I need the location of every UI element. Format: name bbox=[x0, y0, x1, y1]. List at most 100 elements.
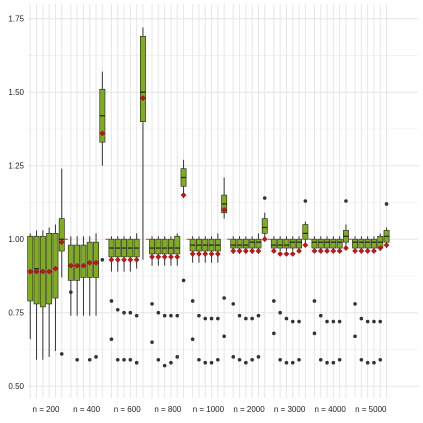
box bbox=[336, 238, 343, 249]
mean-marker bbox=[277, 251, 284, 257]
mean-marker bbox=[196, 251, 202, 257]
outlier-point bbox=[197, 313, 201, 318]
box-group bbox=[189, 177, 228, 365]
outlier-point bbox=[122, 310, 126, 315]
mean-marker bbox=[249, 248, 256, 254]
mean-marker bbox=[270, 248, 277, 254]
y-tick-label: 1.50 bbox=[8, 88, 24, 97]
outlier-point bbox=[290, 319, 295, 324]
box bbox=[161, 238, 168, 255]
outlier-point bbox=[181, 278, 186, 283]
outlier-point bbox=[312, 299, 317, 303]
outlier-point bbox=[359, 357, 364, 362]
mean-marker bbox=[46, 268, 53, 275]
outlier-point bbox=[237, 357, 242, 362]
outlier-point bbox=[353, 334, 357, 339]
mean-marker bbox=[352, 248, 358, 254]
box-group bbox=[149, 159, 187, 368]
outlier-point bbox=[244, 360, 248, 365]
outlier-point bbox=[128, 357, 133, 362]
box bbox=[86, 241, 93, 278]
y-tick-label: 1.75 bbox=[8, 15, 24, 24]
box bbox=[289, 238, 296, 249]
outlier-point bbox=[297, 319, 301, 324]
box bbox=[317, 238, 324, 249]
outlier-point bbox=[231, 302, 236, 306]
outlier-point bbox=[290, 360, 295, 365]
outlier-point bbox=[115, 307, 120, 312]
outlier-point bbox=[284, 316, 289, 321]
outlier-point bbox=[325, 360, 329, 365]
outlier-point bbox=[59, 352, 64, 356]
outlier-point bbox=[203, 316, 208, 321]
outlier-point bbox=[231, 355, 236, 359]
y-axis-tick-labels: 0.50 0.75 1.00 1.25 1.50 1.75 bbox=[8, 15, 24, 392]
box-group bbox=[311, 199, 349, 365]
box bbox=[67, 244, 74, 281]
outlier-point bbox=[109, 299, 114, 303]
outlier-point bbox=[150, 302, 154, 306]
mean-marker bbox=[149, 253, 155, 260]
outlier-point bbox=[209, 316, 214, 321]
box-group bbox=[108, 27, 146, 365]
mean-marker bbox=[336, 248, 343, 254]
mean-marker bbox=[214, 251, 221, 257]
box bbox=[46, 232, 53, 305]
outlier-point bbox=[175, 355, 180, 359]
outlier-point bbox=[318, 357, 323, 362]
x-tick-label: n = 200 bbox=[33, 405, 60, 414]
x-axis-tick-labels: n = 200 n = 400 n = 600 n = 800 n = 1000 n = … bbox=[33, 405, 387, 414]
mean-marker bbox=[189, 251, 196, 257]
outlier-point bbox=[222, 296, 226, 300]
box bbox=[27, 235, 34, 302]
outlier-point bbox=[197, 357, 201, 362]
outlier-point bbox=[312, 331, 317, 336]
box bbox=[255, 238, 262, 249]
box bbox=[74, 244, 81, 281]
outlier-point bbox=[365, 360, 370, 365]
box bbox=[371, 238, 377, 249]
outlier-point bbox=[122, 357, 126, 362]
box-group bbox=[352, 202, 390, 365]
box bbox=[140, 35, 146, 122]
mean-marker bbox=[283, 251, 290, 257]
mean-marker bbox=[114, 256, 121, 263]
mean-marker bbox=[202, 251, 209, 257]
mean-marker bbox=[364, 248, 371, 254]
outlier-point bbox=[162, 313, 167, 318]
mean-marker bbox=[67, 262, 74, 269]
mean-marker bbox=[377, 245, 384, 251]
outlier-point bbox=[337, 319, 342, 324]
mean-marker bbox=[133, 256, 140, 263]
mean-marker bbox=[99, 130, 106, 137]
x-tick-label: n = 2000 bbox=[233, 405, 265, 414]
mean-marker bbox=[52, 265, 59, 272]
outlier-point bbox=[278, 310, 282, 315]
outlier-point bbox=[94, 355, 98, 359]
mean-marker bbox=[383, 242, 390, 248]
outlier-point bbox=[150, 340, 154, 344]
box bbox=[93, 241, 99, 278]
mean-marker bbox=[311, 248, 318, 254]
outlier-point bbox=[365, 319, 370, 324]
mean-marker bbox=[208, 251, 215, 257]
box bbox=[311, 238, 318, 249]
outlier-point bbox=[69, 290, 73, 294]
boxes-layer bbox=[27, 27, 390, 368]
mean-marker bbox=[27, 268, 34, 275]
box-group bbox=[67, 71, 106, 362]
box-group bbox=[27, 168, 65, 360]
mean-marker bbox=[242, 248, 249, 254]
box bbox=[249, 238, 256, 249]
x-tick-label: n = 3000 bbox=[274, 405, 306, 414]
outlier-point bbox=[378, 319, 383, 324]
mean-marker bbox=[155, 253, 162, 260]
outlier-point bbox=[100, 258, 105, 262]
box bbox=[174, 235, 181, 255]
outlier-point bbox=[278, 357, 282, 362]
y-tick-label: 0.50 bbox=[8, 382, 24, 391]
outlier-point bbox=[128, 310, 133, 315]
outlier-point bbox=[237, 313, 242, 318]
mean-marker bbox=[33, 268, 40, 275]
